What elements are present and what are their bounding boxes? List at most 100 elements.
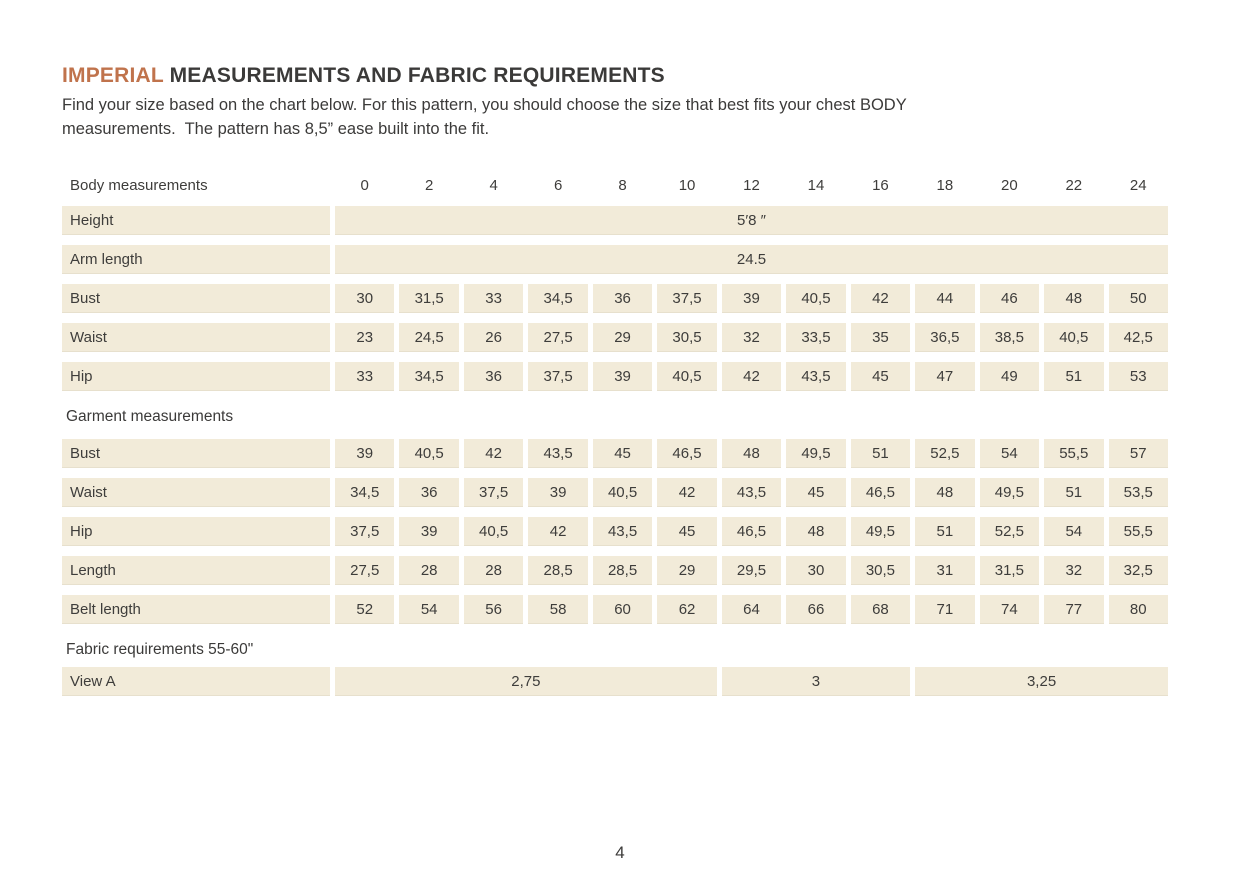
- measurement-cell: 43,5: [592, 517, 653, 546]
- page-title-accent: IMPERIAL: [62, 64, 164, 87]
- size-header-cell: 12: [743, 177, 760, 194]
- table-row-height: Height 5′8 ″: [62, 206, 1168, 235]
- measurement-cell: 28: [399, 556, 459, 585]
- measurement-cell: 31,5: [399, 284, 459, 313]
- body-measurements-header-label: Body measurements: [70, 177, 208, 194]
- measurement-cell: 31: [915, 556, 975, 585]
- measurement-cell: 39: [592, 362, 653, 391]
- measurement-cell: 33: [335, 362, 395, 391]
- measurement-cell: 54: [1044, 517, 1104, 546]
- merged-value-cell: 24.5: [335, 245, 1168, 274]
- measurement-cell: 30,5: [657, 323, 717, 352]
- table-row-bust: Bust 39 40,5 42 43,5 45 46,5 48 49,5 51 52,5 54 55,5…: [62, 439, 1168, 468]
- measurement-cell: 71: [915, 595, 975, 624]
- measurement-cell: 32,5: [1108, 556, 1168, 585]
- measurement-cell: 38,5: [979, 323, 1040, 352]
- measurement-cell: 45: [592, 439, 653, 468]
- measurement-cell: 68: [850, 595, 911, 624]
- measurement-cell: 30,5: [850, 556, 911, 585]
- measurement-cell: 49: [979, 362, 1040, 391]
- measurement-cell: 45: [657, 517, 717, 546]
- measurement-cell: 58: [528, 595, 588, 624]
- measurement-cell: 77: [1044, 595, 1104, 624]
- measurement-cell: 36: [592, 284, 653, 313]
- measurement-cell: 26: [463, 323, 524, 352]
- measurement-cell: 37,5: [463, 478, 524, 507]
- measurement-cell: 28: [463, 556, 524, 585]
- measurement-cell: 40,5: [399, 439, 459, 468]
- measurement-cell: 64: [721, 595, 782, 624]
- measurement-cell: 57: [1108, 439, 1168, 468]
- measurement-cell: 34,5: [335, 478, 395, 507]
- measurement-cell: 46,5: [850, 478, 911, 507]
- measurement-cell: 40,5: [592, 478, 653, 507]
- measurement-cell: 66: [786, 595, 846, 624]
- size-header-cell: 4: [489, 177, 498, 194]
- measurement-cell: 53,5: [1108, 478, 1168, 507]
- size-header-cell: 10: [678, 177, 696, 194]
- measurement-cell: 39: [335, 439, 395, 468]
- row-label: View A: [62, 667, 330, 696]
- measurement-cell: 51: [915, 517, 975, 546]
- measurement-cell: 27,5: [528, 323, 588, 352]
- table-row-view-a: View A 2,75 3 3,25: [62, 667, 1168, 696]
- row-label: Waist: [62, 478, 330, 507]
- size-table: Body measurements 0 2 4 6 8 10 12 14 16 18 20 22 24 He…: [62, 172, 1168, 696]
- fabric-yardage-cell: 2,75: [335, 667, 717, 696]
- row-label: Arm length: [62, 245, 330, 274]
- measurement-cell: 56: [463, 595, 524, 624]
- measurement-cell: 43,5: [528, 439, 588, 468]
- row-label: Belt length: [62, 595, 330, 624]
- row-label: Bust: [62, 284, 330, 313]
- measurement-cell: 47: [915, 362, 975, 391]
- measurement-cell: 55,5: [1108, 517, 1168, 546]
- measurement-cell: 29,5: [721, 556, 782, 585]
- measurement-cell: 49,5: [979, 478, 1040, 507]
- size-header-cell: 24: [1129, 177, 1147, 194]
- size-header-cell: 0: [360, 177, 369, 194]
- row-label: Length: [62, 556, 330, 585]
- measurement-cell: 42: [657, 478, 717, 507]
- measurement-cell: 48: [786, 517, 846, 546]
- intro-line-2: measurements. The pattern has 8,5” ease …: [62, 120, 490, 138]
- measurement-cell: 44: [915, 284, 975, 313]
- measurement-cell: 54: [399, 595, 459, 624]
- measurement-cell: 40,5: [786, 284, 846, 313]
- intro-text: Find your size based on the chart below.…: [62, 93, 1168, 141]
- measurement-cell: 40,5: [463, 517, 524, 546]
- table-row-length: Length 27,5 28 28 28,5 28,5 29 29,5 30 30,5 31 31,5…: [62, 556, 1168, 585]
- measurement-cell: 32: [1044, 556, 1104, 585]
- measurement-cell: 42: [528, 517, 588, 546]
- measurement-cell: 36,5: [915, 323, 975, 352]
- garment-measurements-section-label: Garment measurements: [66, 407, 234, 425]
- table-row-arm-length: Arm length 24.5: [62, 245, 1168, 274]
- table-row-hip: Hip 37,5 39 40,5 42 43,5 45 46,5 48 49,5 51 52,5 54 5…: [62, 517, 1168, 546]
- measurement-cell: 49,5: [850, 517, 911, 546]
- measurement-cell: 37,5: [335, 517, 395, 546]
- measurement-cell: 29: [592, 323, 653, 352]
- measurement-cell: 51: [1044, 478, 1104, 507]
- measurement-cell: 40,5: [1044, 323, 1104, 352]
- measurement-cell: 52: [335, 595, 395, 624]
- page-title: IMPERIAL MEASUREMENTS AND FABRIC REQUIRE…: [62, 64, 1168, 88]
- row-label: Bust: [62, 439, 330, 468]
- measurement-cell: 33,5: [786, 323, 846, 352]
- measurement-cell: 34,5: [528, 284, 588, 313]
- measurement-cell: 48: [1044, 284, 1104, 313]
- measurement-cell: 50: [1108, 284, 1168, 313]
- measurement-cell: 35: [850, 323, 911, 352]
- size-header-cell: 2: [425, 177, 434, 194]
- measurement-cell: 34,5: [399, 362, 459, 391]
- measurement-cell: 36: [399, 478, 459, 507]
- measurement-cell: 45: [786, 478, 846, 507]
- measurement-cell: 33: [463, 284, 524, 313]
- measurement-cell: 43,5: [786, 362, 846, 391]
- measurement-cell: 62: [657, 595, 717, 624]
- size-header-cell: 18: [936, 177, 954, 194]
- intro-line-1: Find your size based on the chart below.…: [62, 96, 907, 114]
- row-label: Hip: [62, 362, 330, 391]
- measurement-cell: 51: [1044, 362, 1104, 391]
- table-row-belt-length: Belt length 52 54 56 58 60 62 64 66 68 71 74 77 80: [62, 595, 1168, 624]
- measurement-cell: 80: [1108, 595, 1168, 624]
